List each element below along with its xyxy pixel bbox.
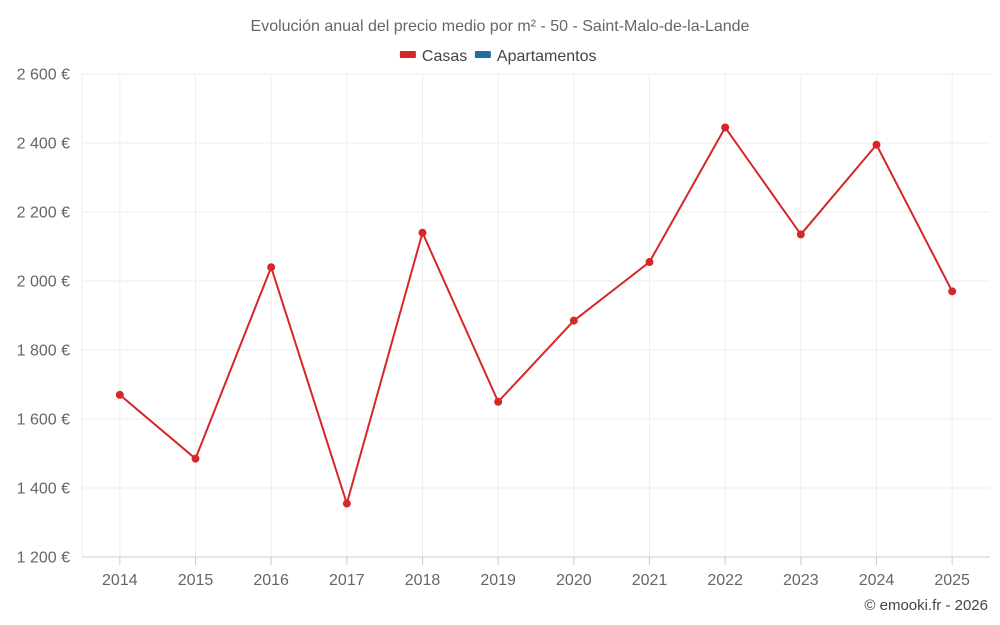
data-point[interactable] [948, 287, 957, 296]
x-tick-label: 2019 [480, 572, 516, 589]
y-tick-label: 1 600 € [17, 412, 70, 429]
x-tick-label: 2016 [253, 572, 289, 589]
credit-text[interactable]: © emooki.fr - 2026 [864, 597, 988, 614]
data-point[interactable] [721, 123, 730, 132]
data-point[interactable] [872, 140, 881, 149]
legend-label: Casas [422, 48, 467, 65]
data-point[interactable] [418, 228, 427, 237]
x-tick-label: 2014 [102, 572, 138, 589]
x-axis: 2014 2015 2016 2017 2018 2019 2020 2021 2022 2023… [82, 556, 990, 589]
data-point[interactable] [191, 454, 200, 463]
data-point[interactable] [569, 316, 578, 325]
x-tick-label: 2021 [632, 572, 668, 589]
y-tick-label: 2 200 € [17, 205, 70, 222]
legend-swatch [474, 51, 491, 58]
series-layer [115, 123, 957, 508]
data-point[interactable] [267, 263, 276, 272]
data-point[interactable] [494, 397, 503, 406]
series-line-casas [119, 126, 954, 505]
y-tick-label: 1 800 € [17, 343, 70, 360]
y-tick-label: 1 200 € [17, 550, 70, 567]
y-tick-label: 2 000 € [17, 274, 70, 291]
x-tick-label: 2020 [556, 572, 592, 589]
x-tick-label: 2018 [405, 572, 441, 589]
legend-label: Apartamentos [497, 48, 597, 65]
legend-swatch [399, 51, 416, 58]
data-point[interactable] [645, 258, 654, 267]
y-tick-label: 2 400 € [17, 136, 70, 153]
data-point[interactable] [796, 230, 805, 239]
y-axis: 1 200 € 1 400 € 1 600 € 1 800 € 2 000 € 2 200… [17, 67, 70, 567]
x-tick-label: 2023 [783, 572, 819, 589]
legend-item-apartamentos[interactable]: Apartamentos [474, 48, 597, 65]
y-tick-label: 2 600 € [17, 67, 70, 84]
x-tick-label: 2022 [707, 572, 743, 589]
x-tick-label: 2025 [934, 572, 970, 589]
x-tick-label: 2024 [859, 572, 895, 589]
y-tick-label: 1 400 € [17, 481, 70, 498]
data-point[interactable] [115, 390, 124, 399]
x-tick-label: 2015 [178, 572, 214, 589]
grid [81, 73, 990, 557]
legend-item-casas[interactable]: Casas [399, 48, 467, 65]
x-tick-label: 2017 [329, 572, 365, 589]
data-point[interactable] [342, 499, 351, 508]
legend: Casas Apartamentos [399, 48, 597, 65]
chart-title: Evolución anual del precio medio por m² … [251, 18, 750, 35]
